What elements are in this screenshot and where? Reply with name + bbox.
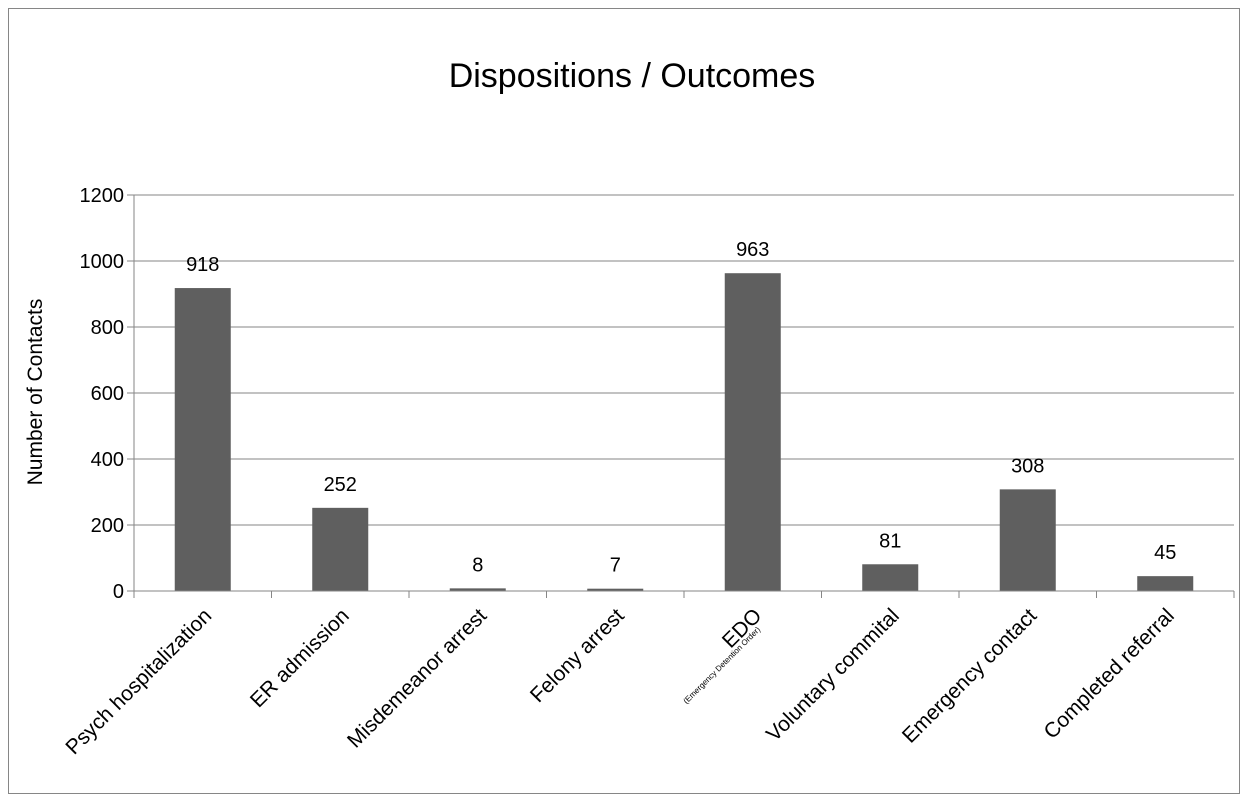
category-label: Misdemeanor arrest: [343, 604, 491, 752]
category-label: Psych hospitalization: [61, 604, 216, 759]
y-axis-title: Number of Contacts: [24, 299, 47, 486]
y-tick-label: 800: [91, 317, 124, 339]
y-tick-labels: 0 200 400 600 800 1000 1200: [80, 185, 125, 603]
chart-title: Dispositions / Outcomes: [449, 57, 816, 95]
data-label: 7: [610, 555, 621, 577]
bar: [1137, 576, 1194, 591]
category-labels: Psych hospitalization ER admissionMisdeme…: [61, 604, 1178, 759]
data-label: 252: [324, 474, 357, 496]
y-tick-label: 1200: [80, 185, 125, 207]
bar: [312, 507, 369, 591]
bar: [999, 489, 1056, 591]
bar: [449, 588, 506, 591]
category-label: Emergency contact: [898, 604, 1041, 747]
gridlines: [127, 194, 1234, 592]
bar: [587, 588, 644, 591]
data-labels: 918 252 8 7 963 81 308 45: [186, 239, 1176, 576]
bar: [862, 564, 919, 591]
bars: [174, 273, 1194, 591]
y-tick-label: 0: [113, 581, 124, 603]
y-tick-label: 400: [91, 449, 124, 471]
data-label: 918: [186, 254, 219, 276]
axes: [133, 195, 1235, 598]
data-label: 45: [1154, 542, 1176, 564]
bar: [724, 273, 781, 591]
category-label: Completed referral: [1040, 604, 1179, 743]
y-tick-label: 1000: [80, 251, 125, 273]
data-label: 308: [1011, 455, 1044, 477]
data-label: 8: [472, 554, 483, 576]
category-label: Voluntary commital: [762, 604, 904, 746]
y-tick-label: 600: [91, 383, 124, 405]
data-label: 963: [736, 239, 769, 261]
category-label: Felony arrest: [526, 604, 629, 707]
category-label: ER admission: [246, 604, 354, 712]
bar: [174, 288, 231, 591]
data-label: 81: [879, 530, 901, 552]
y-tick-label: 200: [91, 515, 124, 537]
